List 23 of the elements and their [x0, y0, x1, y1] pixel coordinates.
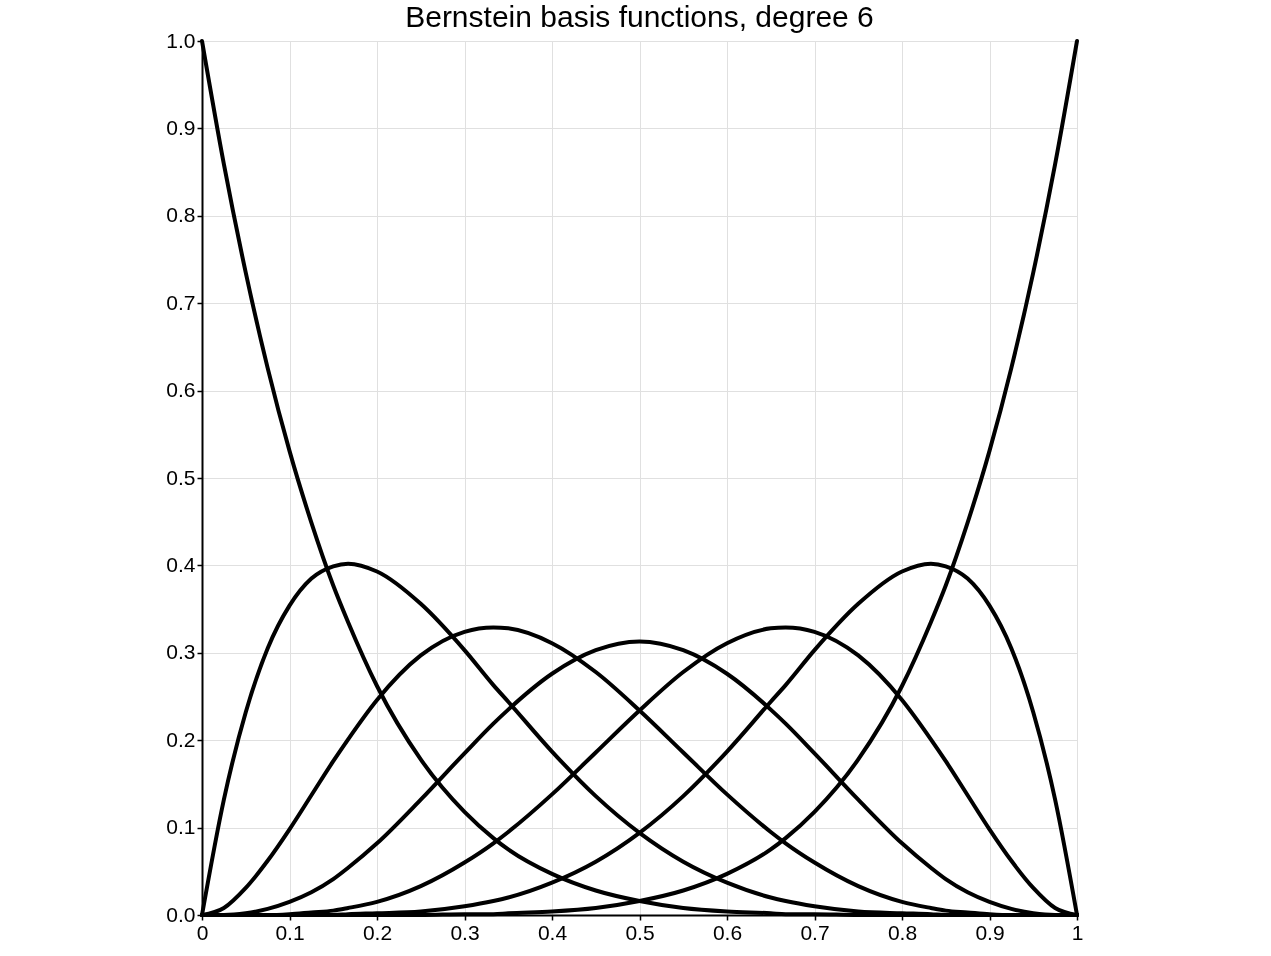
x-tick-label: 1 — [1071, 920, 1084, 944]
x-tick-label: 0.8 — [887, 920, 918, 944]
y-tick-label: 0.2 — [166, 727, 196, 751]
x-tick-label: 0.5 — [625, 920, 655, 944]
x-tick-label: 0.7 — [800, 920, 830, 944]
y-tick-label: 0.6 — [166, 378, 196, 402]
x-tick-label: 0.1 — [275, 920, 305, 944]
x-tick-label: 0 — [196, 920, 209, 944]
y-tick-label: 0.5 — [166, 465, 196, 489]
y-tick-label: 0.1 — [166, 815, 196, 839]
y-tick-label: 0.0 — [166, 902, 196, 926]
y-tick-label: 0.3 — [166, 640, 196, 664]
x-tick-label: 0.9 — [975, 920, 1005, 944]
x-tick-label: 0.6 — [712, 920, 743, 944]
x-tick-label: 0.2 — [362, 920, 393, 944]
y-tick-label: 0.7 — [166, 290, 196, 314]
y-tick-label: 1.0 — [166, 28, 196, 52]
chart-title: Bernstein basis functions, degree 6 — [405, 0, 874, 33]
y-tick-label: 0.8 — [166, 203, 196, 227]
x-tick-label: 0.3 — [450, 920, 480, 944]
x-tick-label: 0.4 — [537, 920, 568, 944]
y-tick-label: 0.4 — [166, 552, 196, 576]
y-tick-label: 0.9 — [166, 115, 196, 139]
